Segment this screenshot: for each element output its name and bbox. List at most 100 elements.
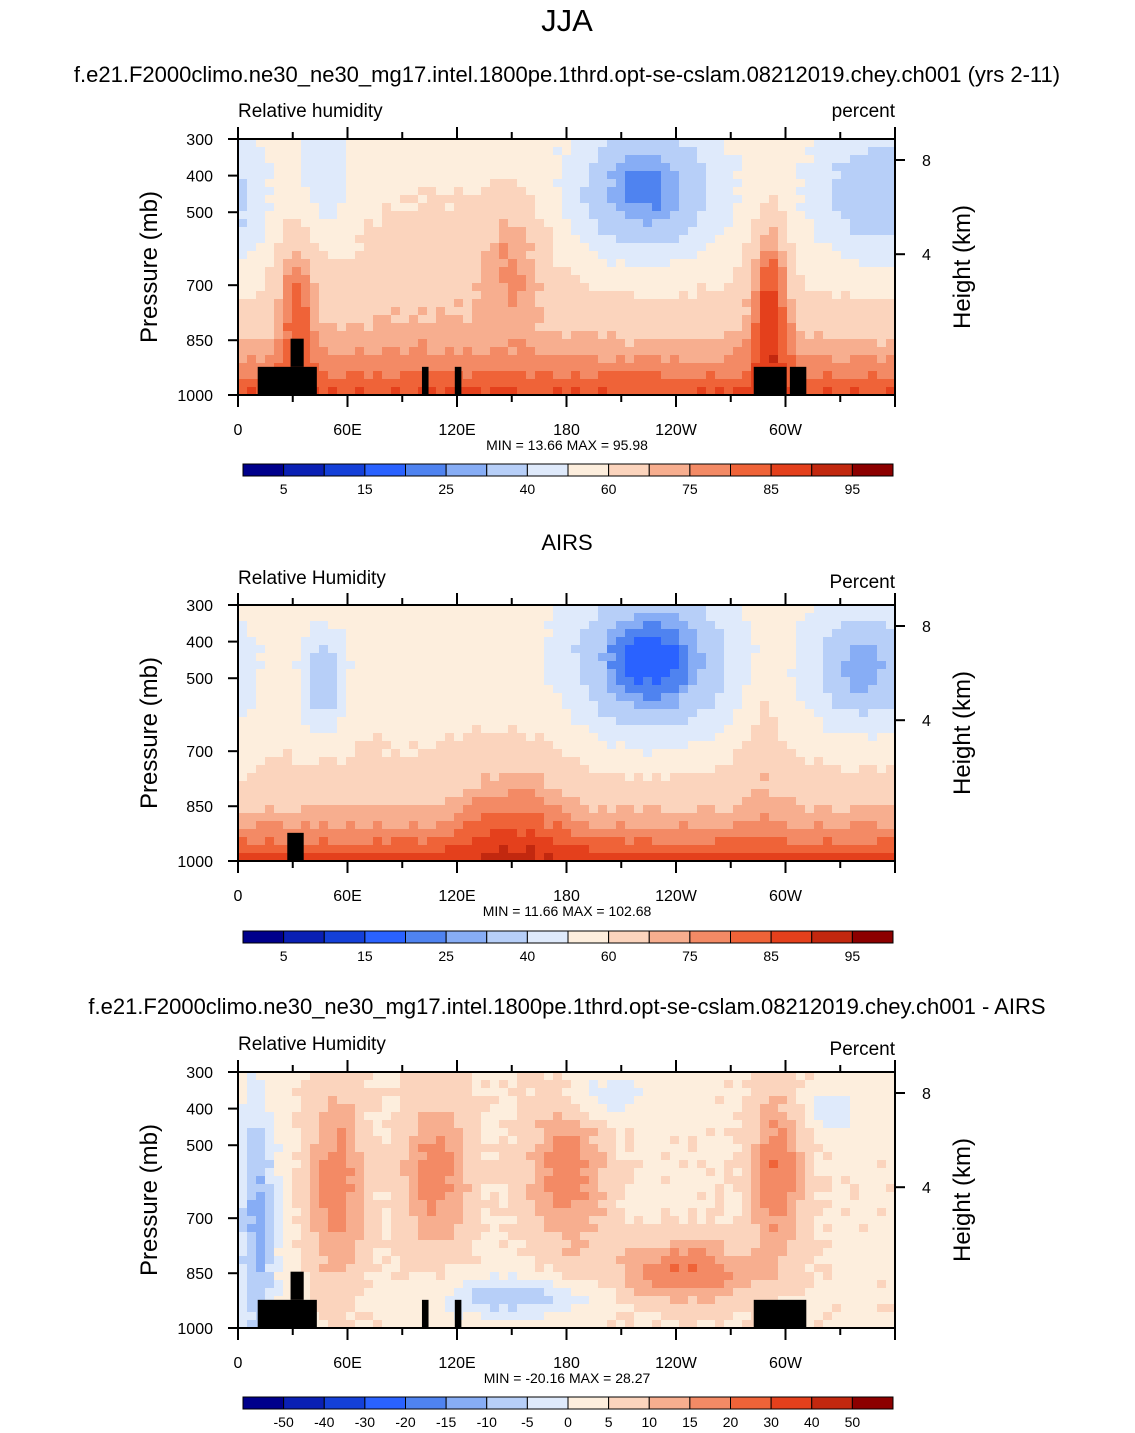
contour-cell [571,717,581,726]
contour-cell [445,347,455,356]
contour-cell [553,299,563,308]
contour-cell [499,379,509,388]
contour-cell [553,147,563,156]
contour-cell [562,693,572,702]
contour-cell [634,637,644,646]
contour-cell [886,243,896,252]
contour-cell [778,765,788,774]
contour-cell [310,179,320,188]
contour-cell [625,163,635,172]
contour-cell [490,195,500,204]
contour-cell [490,163,500,172]
contour-cell [364,741,374,750]
contour-cell [265,219,275,228]
contour-cell [265,693,275,702]
contour-cell [652,203,662,212]
contour-cell [562,139,572,148]
contour-cell [850,299,860,308]
contour-cell [661,837,671,846]
contour-cell [886,299,896,308]
contour-cell [589,275,599,284]
contour-cell [544,693,554,702]
contour-cell [256,179,266,188]
contour-cell [562,283,572,292]
contour-cell [472,685,482,694]
contour-cell [850,645,860,654]
contour-cell [670,275,680,284]
contour-cell [400,629,410,638]
contour-cell [292,195,302,204]
contour-cell [634,805,644,814]
contour-cell [400,829,410,838]
contour-cell [553,187,563,196]
contour-cell [382,323,392,332]
contour-cell [265,709,275,718]
contour-cell [562,211,572,220]
contour-cell [823,701,833,710]
contour-cell [886,267,896,276]
contour-cell [445,757,455,766]
contour-cell [301,323,311,332]
contour-cell [508,275,518,284]
contour-cell [886,179,896,188]
contour-cell [526,323,536,332]
contour-cell [373,155,383,164]
contour-cell [553,741,563,750]
contour-cell [382,629,392,638]
contour-cell [463,829,473,838]
contour-cell [823,251,833,260]
contour-cell [481,267,491,276]
contour-cell [553,749,563,758]
contour-cell [580,299,590,308]
contour-cell [337,701,347,710]
contour-cell [616,347,626,356]
contour-cell [634,363,644,372]
contour-cell [400,379,410,388]
contour-cell [310,757,320,766]
contour-cell [580,797,590,806]
contour-cell [814,211,824,220]
contour-cell [364,379,374,388]
contour-cell [463,765,473,774]
contour-cell [445,669,455,678]
contour-cell [877,845,887,854]
contour-cell [472,613,482,622]
contour-cell [292,709,302,718]
contour-cell [706,621,716,630]
contour-cell [616,379,626,388]
contour-cell [292,781,302,790]
contour-cell [823,331,833,340]
contour-cell [553,789,563,798]
contour-cell [418,789,428,798]
contour-cell [778,741,788,750]
contour-cell [571,1080,581,1089]
contour-cell [706,355,716,364]
contour-cell [859,613,869,622]
contour-cell [499,781,509,790]
contour-cell [841,267,851,276]
contour-cell [391,749,401,758]
contour-cell [535,701,545,710]
contour-cell [391,669,401,678]
contour-cell [256,725,266,734]
contour-cell [337,749,347,758]
contour-cell [301,813,311,822]
contour-cell [571,323,581,332]
y2-tick-label: 8 [922,153,931,170]
contour-cell [247,179,257,188]
contour-cell [760,661,770,670]
contour-cell [877,693,887,702]
contour-cell [814,741,824,750]
contour-cell [670,251,680,260]
contour-cell [643,845,653,854]
contour-cell [490,1072,500,1081]
contour-cell [697,227,707,236]
contour-cell [859,693,869,702]
contour-cell [796,291,806,300]
contour-cell [814,853,824,862]
colorbar: 5 15 25 40 60 75 85 95 [242,463,894,497]
contour-cell [796,789,806,798]
contour-cell [850,629,860,638]
contour-cell [256,251,266,260]
contour-cell [823,621,833,630]
